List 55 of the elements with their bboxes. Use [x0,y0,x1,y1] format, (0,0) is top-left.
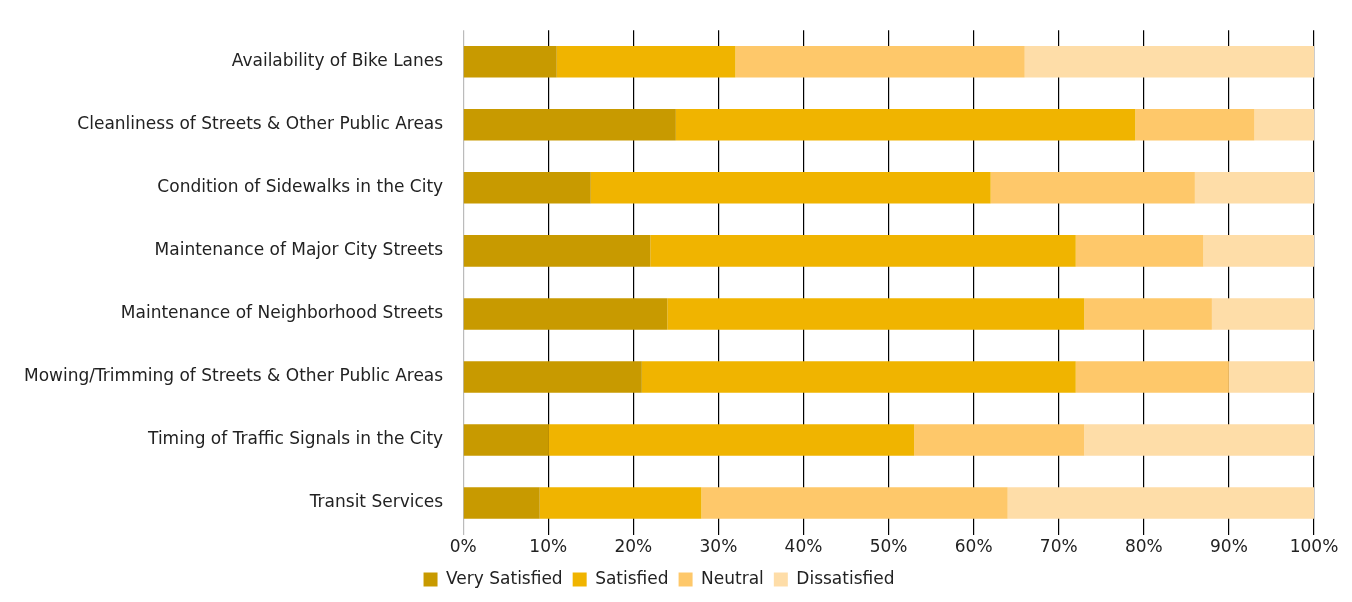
bar [556,45,736,78]
bar [650,235,1076,267]
y-tick-label: Condition of Sidewalks in the City [157,176,444,197]
bar [1024,45,1314,78]
x-tick-label: 90% [1210,536,1248,557]
bar [1211,298,1314,330]
bar [1075,361,1229,393]
bar [1084,298,1212,330]
bar [1075,235,1204,267]
x-tick-label: 10% [529,536,568,557]
bar [463,235,651,267]
legend-label: Satisfied [595,567,669,588]
bar [1254,109,1314,141]
bar [463,298,668,330]
y-tick-label: Timing of Traffic Signals in the City [147,428,444,449]
y-tick-label: Mowing/Trimming of Streets & Other Public Areas [23,365,444,386]
bar [463,172,591,204]
bar [463,45,557,78]
y-tick-label: Transit Services [308,491,444,512]
bar [667,298,1085,330]
x-tick-label: 30% [699,536,738,557]
y-tick-label: Cleanliness of Streets & Other Public Areas [77,113,444,134]
x-tick-label: 70% [1039,536,1078,557]
legend-label: Very Satisfied [446,567,563,588]
x-tick-label: 20% [614,536,653,557]
bar [463,361,642,393]
bar [675,109,1136,141]
bar [641,361,1076,393]
bar [548,424,915,456]
y-tick-label: Maintenance of Neighborhood Streets [120,302,444,323]
x-tick-label: 80% [1124,536,1163,557]
x-tick-label: 40% [784,536,823,557]
legend-label: Neutral [701,567,764,588]
bar [1135,109,1255,141]
bar [914,424,1085,456]
bar [1007,487,1314,519]
bar [735,45,1025,78]
legend-label: Dissatisfied [796,567,895,588]
bar [463,487,540,519]
bar [539,487,702,519]
bar [590,172,991,204]
bar [1203,235,1314,267]
bar [463,109,676,141]
bar [1084,424,1314,456]
bar [701,487,1008,519]
bar [1228,361,1314,393]
x-tick-label: 60% [954,536,993,557]
y-tick-label: Availability of Bike Lanes [231,50,444,71]
x-tick-label: 100% [1289,536,1339,557]
x-tick-label: 0% [449,536,477,557]
bar [990,172,1195,204]
bar [1194,172,1314,204]
x-tick-label: 50% [869,536,908,557]
bar [463,424,549,456]
y-tick-label: Maintenance of Major City Streets [154,239,444,260]
